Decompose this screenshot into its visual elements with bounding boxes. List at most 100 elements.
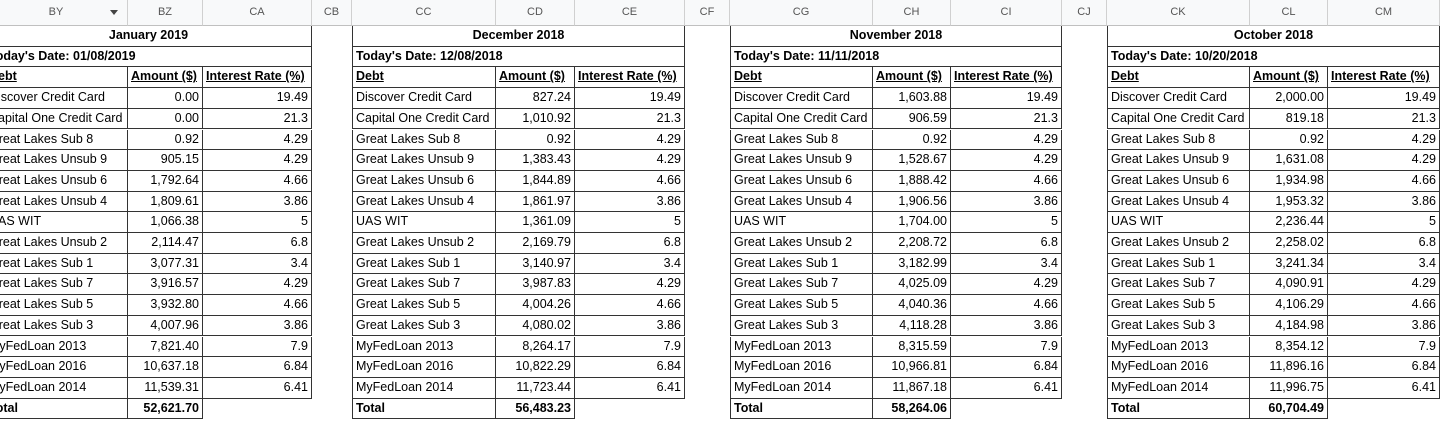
amount: 4,040.36 (873, 295, 951, 316)
debt-name: Great Lakes Sub 3 (352, 315, 496, 337)
amount: 1,792.64 (128, 170, 203, 192)
amount: 10,822.29 (496, 357, 575, 378)
table-header: Interest Rate (%) (951, 67, 1062, 89)
table-header: Amount ($) (1250, 67, 1328, 89)
column-header[interactable]: CI (951, 0, 1062, 26)
column-header[interactable]: CD (496, 0, 575, 26)
column-header[interactable]: BY (0, 0, 128, 26)
debt-name: Great Lakes Sub 1 (730, 253, 873, 275)
amount: 4,184.98 (1250, 315, 1328, 337)
interest-rate: 6.41 (575, 377, 685, 399)
interest-rate: 19.49 (575, 88, 685, 109)
amount: 10,637.18 (128, 357, 203, 378)
date-label: Today's Date: 12/08/2018 (352, 46, 685, 68)
interest-rate: 6.8 (575, 233, 685, 254)
amount: 0.92 (1250, 129, 1328, 151)
interest-rate: 4.29 (203, 129, 312, 151)
interest-rate: 7.9 (203, 336, 312, 358)
interest-rate: 4.29 (951, 150, 1062, 171)
amount: 1,383.43 (496, 150, 575, 171)
debt-name: Great Lakes Unsub 6 (1107, 170, 1250, 192)
block-title: October 2018 (1107, 26, 1440, 47)
column-header[interactable]: CE (575, 0, 685, 26)
amount: 8,264.17 (496, 336, 575, 358)
table-header: Debt (730, 67, 873, 89)
amount: 4,106.29 (1250, 295, 1328, 316)
column-header[interactable]: CB (312, 0, 352, 26)
debt-name: MyFedLoan 2014 (0, 377, 128, 399)
interest-rate: 4.66 (1328, 170, 1440, 192)
amount: 4,004.26 (496, 295, 575, 316)
amount: 4,118.28 (873, 315, 951, 337)
interest-rate: 5 (575, 212, 685, 233)
interest-rate: 4.66 (951, 170, 1062, 192)
amount: 2,169.79 (496, 233, 575, 254)
table-header: Debt (1107, 67, 1250, 89)
column-header[interactable]: CG (730, 0, 873, 26)
interest-rate: 21.3 (951, 108, 1062, 130)
amount: 1,953.32 (1250, 191, 1328, 213)
amount: 2,208.72 (873, 233, 951, 254)
debt-name: MyFedLoan 2014 (352, 377, 496, 399)
column-header[interactable]: CM (1328, 0, 1440, 26)
column-header[interactable]: CA (203, 0, 312, 26)
debt-name: Great Lakes Sub 7 (730, 274, 873, 296)
column-header[interactable]: CK (1107, 0, 1250, 26)
date-label: Today's Date: 10/20/2018 (1107, 46, 1440, 68)
column-menu-arrow[interactable] (110, 10, 118, 15)
column-header[interactable]: BZ (128, 0, 203, 26)
interest-rate: 6.84 (203, 357, 312, 378)
table-header: Amount ($) (873, 67, 951, 89)
interest-rate: 3.4 (951, 253, 1062, 275)
amount: 1,888.42 (873, 170, 951, 192)
amount: 3,241.34 (1250, 253, 1328, 275)
total-amount: 52,621.70 (128, 398, 203, 420)
debt-name: Capital One Credit Card (352, 108, 496, 130)
interest-rate: 6.41 (203, 377, 312, 399)
amount: 11,996.75 (1250, 377, 1328, 399)
debt-name: Discover Credit Card (730, 88, 873, 109)
table-header: Amount ($) (496, 67, 575, 89)
debt-name: MyFedLoan 2016 (352, 357, 496, 378)
interest-rate: 6.84 (575, 357, 685, 378)
amount: 8,315.59 (873, 336, 951, 358)
amount: 0.92 (873, 129, 951, 151)
amount: 1,809.61 (128, 191, 203, 213)
amount: 1,066.38 (128, 212, 203, 233)
column-header[interactable]: CH (873, 0, 951, 26)
debt-name: Great Lakes Unsub 2 (352, 233, 496, 254)
debt-name: Capital One Credit Card (1107, 108, 1250, 130)
debt-name: Great Lakes Sub 5 (730, 295, 873, 316)
debt-name: Great Lakes Sub 1 (352, 253, 496, 275)
debt-name: MyFedLoan 2014 (730, 377, 873, 399)
debt-name: UAS WIT (730, 212, 873, 233)
amount: 1,934.98 (1250, 170, 1328, 192)
debt-name: Discover Credit Card (0, 88, 128, 109)
amount: 0.00 (128, 108, 203, 130)
interest-rate: 5 (1328, 212, 1440, 233)
interest-rate: 4.29 (575, 150, 685, 171)
amount: 3,140.97 (496, 253, 575, 275)
debt-name: MyFedLoan 2016 (0, 357, 128, 378)
interest-rate: 4.29 (575, 274, 685, 296)
interest-rate: 4.29 (575, 129, 685, 151)
amount: 4,080.02 (496, 315, 575, 337)
debt-name: Great Lakes Unsub 9 (1107, 150, 1250, 171)
column-header[interactable]: CL (1250, 0, 1328, 26)
debt-name: Great Lakes Unsub 2 (730, 233, 873, 254)
total-label: Total (0, 398, 128, 420)
amount: 0.00 (128, 88, 203, 109)
amount: 2,114.47 (128, 233, 203, 254)
debt-name: UAS WIT (1107, 212, 1250, 233)
column-header[interactable]: CJ (1062, 0, 1107, 26)
amount: 827.24 (496, 88, 575, 109)
table-header: Amount ($) (128, 67, 203, 89)
column-header[interactable]: CC (352, 0, 496, 26)
amount: 11,723.44 (496, 377, 575, 399)
interest-rate: 4.66 (203, 295, 312, 316)
column-header[interactable]: CF (685, 0, 730, 26)
interest-rate: 3.86 (1328, 315, 1440, 337)
debt-name: MyFedLoan 2013 (730, 336, 873, 358)
amount: 11,896.16 (1250, 357, 1328, 378)
